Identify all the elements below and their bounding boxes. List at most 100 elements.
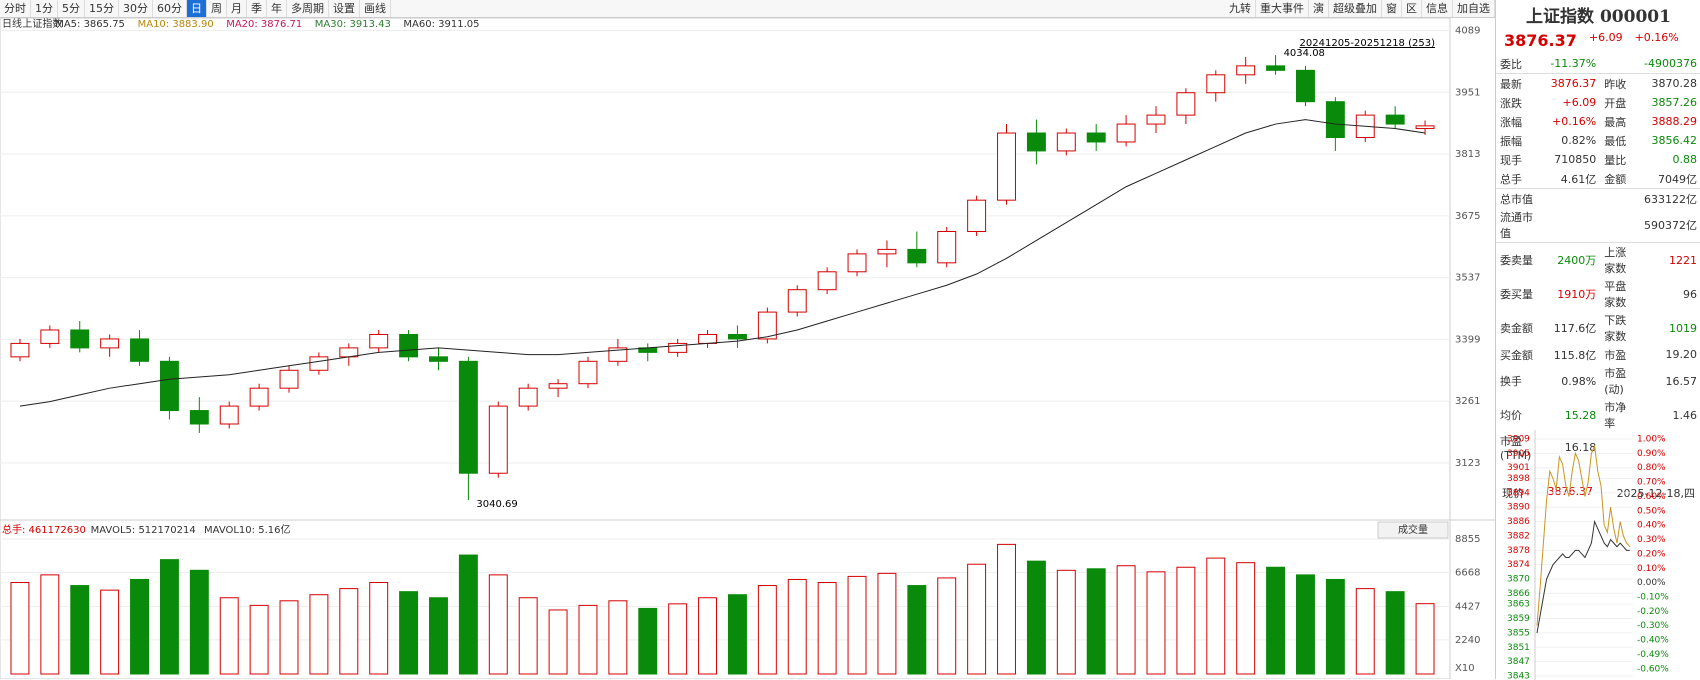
candle-body (489, 406, 507, 473)
y2-tick-label: -0.10% (1637, 593, 1669, 603)
y-tick-label: 3863 (1507, 600, 1530, 610)
quote-cell: 开盘 (1600, 93, 1640, 112)
y2-tick-label: 0.70% (1637, 478, 1666, 488)
y-tick-label: 3537 (1455, 273, 1480, 284)
quote-cell: 金额 (1600, 169, 1640, 189)
vol-legend: MAVOL10: 5.16亿 (204, 523, 290, 536)
quote-cell: 115.8亿 (1546, 345, 1600, 364)
quote-cell: 均价 (1496, 398, 1546, 432)
quote-cell: 3876.37 (1546, 74, 1600, 94)
ma-legend: MA60: 3911.05 (403, 19, 479, 30)
volume-bar (71, 586, 89, 674)
y-tick-label: 3813 (1455, 149, 1480, 160)
quote-cell: 买金额 (1496, 345, 1546, 364)
quote-cell: 市盈(动) (1600, 364, 1640, 398)
volume-bar (758, 586, 776, 674)
quote-cell: 量比 (1600, 150, 1640, 169)
volume-bar (131, 579, 149, 674)
volume-bar (310, 595, 328, 674)
y2-tick-label: 0.60% (1637, 492, 1666, 502)
volume-bar (908, 586, 926, 674)
volume-bar (1267, 567, 1285, 674)
volume-bar (878, 573, 896, 674)
y-tick-label: 3890 (1507, 503, 1530, 513)
y-tick-label: 3901 (1507, 463, 1530, 473)
volume-bar (400, 592, 418, 674)
candle-body (11, 343, 29, 356)
volume-bar (1297, 575, 1315, 674)
quote-cell: -4900376 (1640, 54, 1700, 74)
candle-body (1237, 66, 1255, 75)
volume-bar (190, 570, 208, 674)
volume-bar (41, 575, 59, 674)
volume-bar (788, 579, 806, 674)
kline-chart: 40893951381336753537339932613123日线上证指数MA… (0, 0, 1495, 679)
volume-bar (968, 564, 986, 674)
volume-bar (1087, 569, 1105, 674)
y-tick-label: 3878 (1507, 546, 1530, 556)
quote-cell: 委卖量 (1496, 243, 1546, 278)
quote-cell: 4.61亿 (1546, 169, 1600, 189)
vol-button[interactable]: 成交量 (1398, 523, 1428, 536)
candle-body (131, 339, 149, 361)
y2-tick-label: 0.90% (1637, 449, 1666, 459)
quote-cell: -11.37% (1546, 54, 1600, 74)
candle-body (250, 388, 268, 406)
quote-cell: 3857.26 (1640, 93, 1700, 112)
ma-legend: 日线 (2, 17, 22, 30)
volume-bar (519, 598, 537, 674)
candle-body (968, 200, 986, 231)
price: 3876.37 (1504, 31, 1577, 50)
volume-bar (11, 583, 29, 674)
quote-cell: 市净率 (1600, 398, 1640, 432)
quote-cell: 0.88 (1640, 150, 1700, 169)
y-tick-label: 3847 (1507, 657, 1530, 667)
y-tick-label: 3399 (1455, 334, 1480, 345)
candle-body (1207, 75, 1225, 93)
volume-bar (1177, 567, 1195, 674)
candle-body (549, 384, 567, 388)
quote-cell: 590372亿 (1640, 208, 1700, 243)
quote-cell: 涨幅 (1496, 112, 1546, 131)
y2-tick-label: -0.49% (1637, 650, 1669, 660)
candle-body (101, 339, 119, 348)
quote-cell: 下跌家数 (1600, 311, 1640, 345)
volume-bar (728, 595, 746, 674)
quote-cell: 现手 (1496, 150, 1546, 169)
quote-cell: 19.20 (1640, 345, 1700, 364)
volume-bar (1027, 561, 1045, 674)
quote-cell: 委买量 (1496, 277, 1546, 311)
quote-cell: 最高 (1600, 112, 1640, 131)
candle-body (1027, 133, 1045, 151)
candle-body (1177, 93, 1195, 115)
low-annotation: 3040.69 (476, 499, 517, 510)
volume-bar (430, 598, 448, 674)
y-tick-label: 3886 (1507, 517, 1530, 527)
y-tick-label: 3898 (1507, 474, 1530, 484)
vol-legend: 总手: 461172630 (2, 523, 86, 536)
volume-bar (160, 560, 178, 674)
y-tick-label: 3874 (1507, 560, 1530, 570)
quote-cell (1600, 189, 1640, 209)
ma-legend: MA10: 3883.90 (138, 19, 214, 30)
volume-bar (489, 575, 507, 674)
y-tick-label: 3951 (1455, 87, 1480, 98)
quote-cell: 最低 (1600, 131, 1640, 150)
quote-cell: 换手 (1496, 364, 1546, 398)
candle-body (400, 334, 418, 356)
y-tick-label: 3855 (1507, 628, 1530, 638)
quote-cell: 总手 (1496, 169, 1546, 189)
volume-bar (250, 605, 268, 674)
candle-body (430, 357, 448, 361)
y-tick-label: 3123 (1455, 458, 1480, 469)
candle-body (519, 388, 537, 406)
candle-body (1297, 70, 1315, 101)
quote-cell (1600, 54, 1640, 74)
